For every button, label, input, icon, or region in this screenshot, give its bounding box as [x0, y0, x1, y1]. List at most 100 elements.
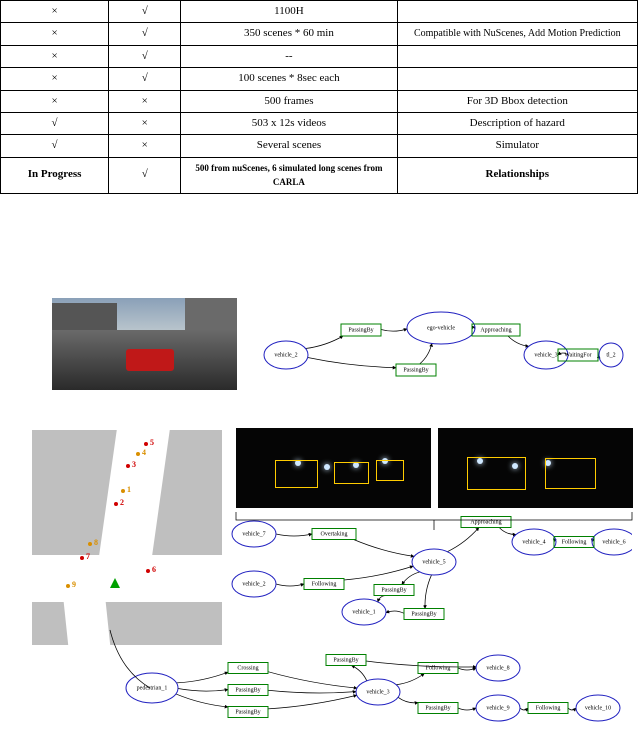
svg-text:vehicle_5: vehicle_5 — [422, 559, 445, 565]
graph-edge — [499, 528, 516, 535]
table-cell — [397, 1, 637, 23]
graph-relation — [312, 529, 356, 540]
table-cell — [397, 45, 637, 67]
graph-node — [356, 679, 400, 705]
graph-edge — [458, 708, 476, 710]
graph-relation — [228, 707, 268, 718]
graph-node — [524, 341, 568, 369]
table-cell: √ — [109, 68, 181, 90]
svg-text:Crossing: Crossing — [237, 665, 258, 671]
night-scene-left — [236, 428, 431, 508]
map-label: 2 — [120, 498, 124, 507]
svg-text:Following: Following — [536, 705, 561, 711]
graph-edge — [276, 534, 312, 536]
graph-relation — [528, 703, 568, 714]
table-cell: Relationships — [397, 157, 637, 193]
graph-node — [342, 599, 386, 625]
svg-text:vehicle_8: vehicle_8 — [486, 665, 509, 671]
svg-text:vehicle_1: vehicle_1 — [352, 609, 375, 615]
graph-relation — [228, 663, 268, 674]
graph-node — [576, 695, 620, 721]
scene-graph-3: pedestrian_1vehicle_3vehicle_8vehicle_9v… — [118, 648, 632, 734]
graph-relation — [304, 579, 344, 590]
graph-edge — [558, 353, 568, 355]
table-cell: × — [1, 68, 109, 90]
table-cell: Simulator — [397, 135, 637, 157]
svg-text:vehicle_7: vehicle_7 — [242, 531, 265, 537]
table-cell: × — [1, 45, 109, 67]
map-label: 3 — [132, 460, 136, 469]
graph-edge — [354, 540, 414, 557]
graph-edge — [176, 672, 228, 683]
graph-node — [126, 673, 178, 703]
graph-node — [592, 529, 632, 555]
svg-text:PassingBy: PassingBy — [411, 611, 436, 617]
map-label: 8 — [94, 538, 98, 547]
svg-text:ego-vehicle: ego-vehicle — [427, 325, 455, 331]
table-cell: -- — [181, 45, 397, 67]
svg-text:vehicle_4: vehicle_4 — [522, 539, 545, 545]
table-cell: 100 scenes * 8sec each — [181, 68, 397, 90]
graph-edge — [352, 666, 367, 681]
comparison-table: ×√1100H×√350 scenes * 60 minCompatible w… — [0, 0, 638, 194]
graph-edge — [366, 661, 476, 667]
graph-relation — [418, 703, 458, 714]
graph-node — [512, 529, 556, 555]
table: ×√1100H×√350 scenes * 60 minCompatible w… — [0, 0, 638, 194]
table-cell: Description of hazard — [397, 112, 637, 134]
graph-edge — [425, 575, 432, 609]
graph-relation — [374, 585, 414, 596]
graph-edge — [268, 672, 357, 688]
graph-node — [264, 341, 308, 369]
graph-node — [599, 343, 623, 367]
map-label: 6 — [152, 565, 156, 574]
map-label: 9 — [72, 580, 76, 589]
svg-text:Approaching: Approaching — [480, 327, 511, 333]
graph-edge — [598, 355, 599, 357]
table-cell: In Progress — [1, 157, 109, 193]
svg-text:PassingBy: PassingBy — [235, 709, 260, 715]
graph-relation — [418, 663, 458, 674]
graph-relation — [228, 685, 268, 696]
table-cell: Several scenes — [181, 135, 397, 157]
graph-edge — [381, 329, 407, 331]
svg-text:Following: Following — [426, 665, 451, 671]
graph-edge — [396, 674, 424, 685]
graph-relation — [461, 517, 511, 528]
table-cell: × — [1, 1, 109, 23]
graph-edge — [268, 695, 357, 709]
scene-graph-1: vehicle_2ego-vehiclevehicle_3tl_2Passing… — [256, 300, 626, 390]
graph-edge — [508, 336, 529, 346]
svg-text:vehicle_10: vehicle_10 — [585, 705, 611, 711]
graph-node — [476, 655, 520, 681]
graph-edge — [344, 566, 413, 580]
graph-relation — [341, 324, 381, 336]
svg-text:Following: Following — [312, 581, 337, 587]
graph-relation — [554, 537, 594, 548]
carla-scene-image — [52, 298, 237, 390]
graph-edge — [268, 690, 356, 693]
table-cell: √ — [109, 45, 181, 67]
graph-edge — [472, 327, 475, 329]
svg-text:WaitingFor: WaitingFor — [564, 352, 591, 358]
graph-edge — [520, 708, 528, 710]
table-cell: × — [109, 90, 181, 112]
table-cell: 503 x 12s videos — [181, 112, 397, 134]
svg-text:Following: Following — [562, 539, 587, 545]
graph-edge — [402, 572, 420, 585]
graph-edge — [592, 540, 594, 542]
graph-relation — [396, 364, 436, 376]
graph-node — [232, 571, 276, 597]
table-cell: 350 scenes * 60 min — [181, 23, 397, 45]
top-down-map: 543128796 — [32, 430, 222, 645]
map-label: 1 — [127, 485, 131, 494]
table-cell: √ — [109, 23, 181, 45]
svg-text:vehicle_6: vehicle_6 — [602, 539, 625, 545]
graph-edge — [420, 343, 432, 364]
map-label: 7 — [86, 552, 90, 561]
night-scene-right — [438, 428, 633, 508]
graph-node — [407, 312, 475, 344]
svg-text:vehicle_9: vehicle_9 — [486, 705, 509, 711]
graph-edge — [305, 336, 343, 349]
table-cell: √ — [109, 157, 181, 193]
